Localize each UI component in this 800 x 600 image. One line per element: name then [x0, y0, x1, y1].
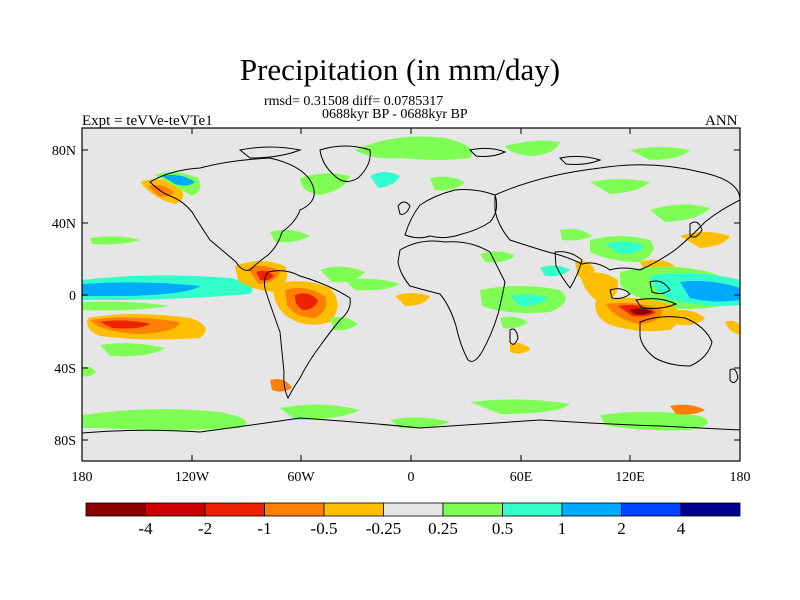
precip-anomaly-field — [82, 136, 740, 431]
colorbar: -4 -2 -1 -0.5 -0.25 0.25 0.5 1 2 4 — [85, 502, 741, 538]
colorbar-label: -0.5 — [311, 519, 338, 538]
colorbar-label: 4 — [677, 519, 686, 538]
colorbar-label: -0.25 — [366, 519, 401, 538]
lat-label: 0 — [69, 289, 76, 304]
colorbar-box — [621, 502, 682, 517]
lon-label: 120W — [175, 470, 210, 485]
colorbar-label: -2 — [198, 519, 212, 538]
stats-line: rmsd= 0.31508 diff= 0.0785317 — [264, 94, 444, 109]
lat-label: 40S — [54, 362, 76, 377]
lon-label: 0 — [408, 470, 415, 485]
colorbar-box — [561, 502, 622, 517]
lat-label: 40N — [52, 217, 76, 232]
lon-label: 60W — [287, 470, 315, 485]
colorbar-label: 0.25 — [428, 519, 458, 538]
lon-label: 120E — [615, 470, 645, 485]
period-line: 0688kyr BP - 0688kyr BP — [322, 107, 468, 122]
lon-label: 180 — [730, 470, 751, 485]
coastlines — [82, 145, 740, 434]
colorbar-box — [680, 502, 741, 517]
colorbar-label: 1 — [558, 519, 567, 538]
longitude-axis: 180 120W 60W 0 60E 120E 180 — [72, 128, 751, 485]
lat-label: 80S — [54, 434, 76, 449]
map-title: Precipitation (in mm/day) — [239, 52, 561, 87]
latitude-axis: 80N 40N 0 40S 80S — [52, 144, 740, 449]
colorbar-box — [145, 502, 206, 517]
lon-label: 60E — [510, 470, 533, 485]
colorbar-box — [85, 502, 146, 517]
colorbar-boxes — [85, 502, 741, 517]
lat-label: 80N — [52, 144, 76, 159]
colorbar-box — [502, 502, 563, 517]
season-label: ANN — [705, 113, 738, 129]
colorbar-box — [323, 502, 384, 517]
experiment-label: Expt = teVVe-teVTe1 — [82, 113, 213, 129]
colorbar-box — [204, 502, 265, 517]
colorbar-box — [264, 502, 325, 517]
colorbar-label: 0.5 — [492, 519, 513, 538]
colorbar-box — [383, 502, 444, 517]
colorbar-label: 2 — [617, 519, 626, 538]
colorbar-label: -4 — [138, 519, 153, 538]
lon-label: 180 — [72, 470, 93, 485]
colorbar-box — [442, 502, 503, 517]
colorbar-label: -1 — [257, 519, 271, 538]
